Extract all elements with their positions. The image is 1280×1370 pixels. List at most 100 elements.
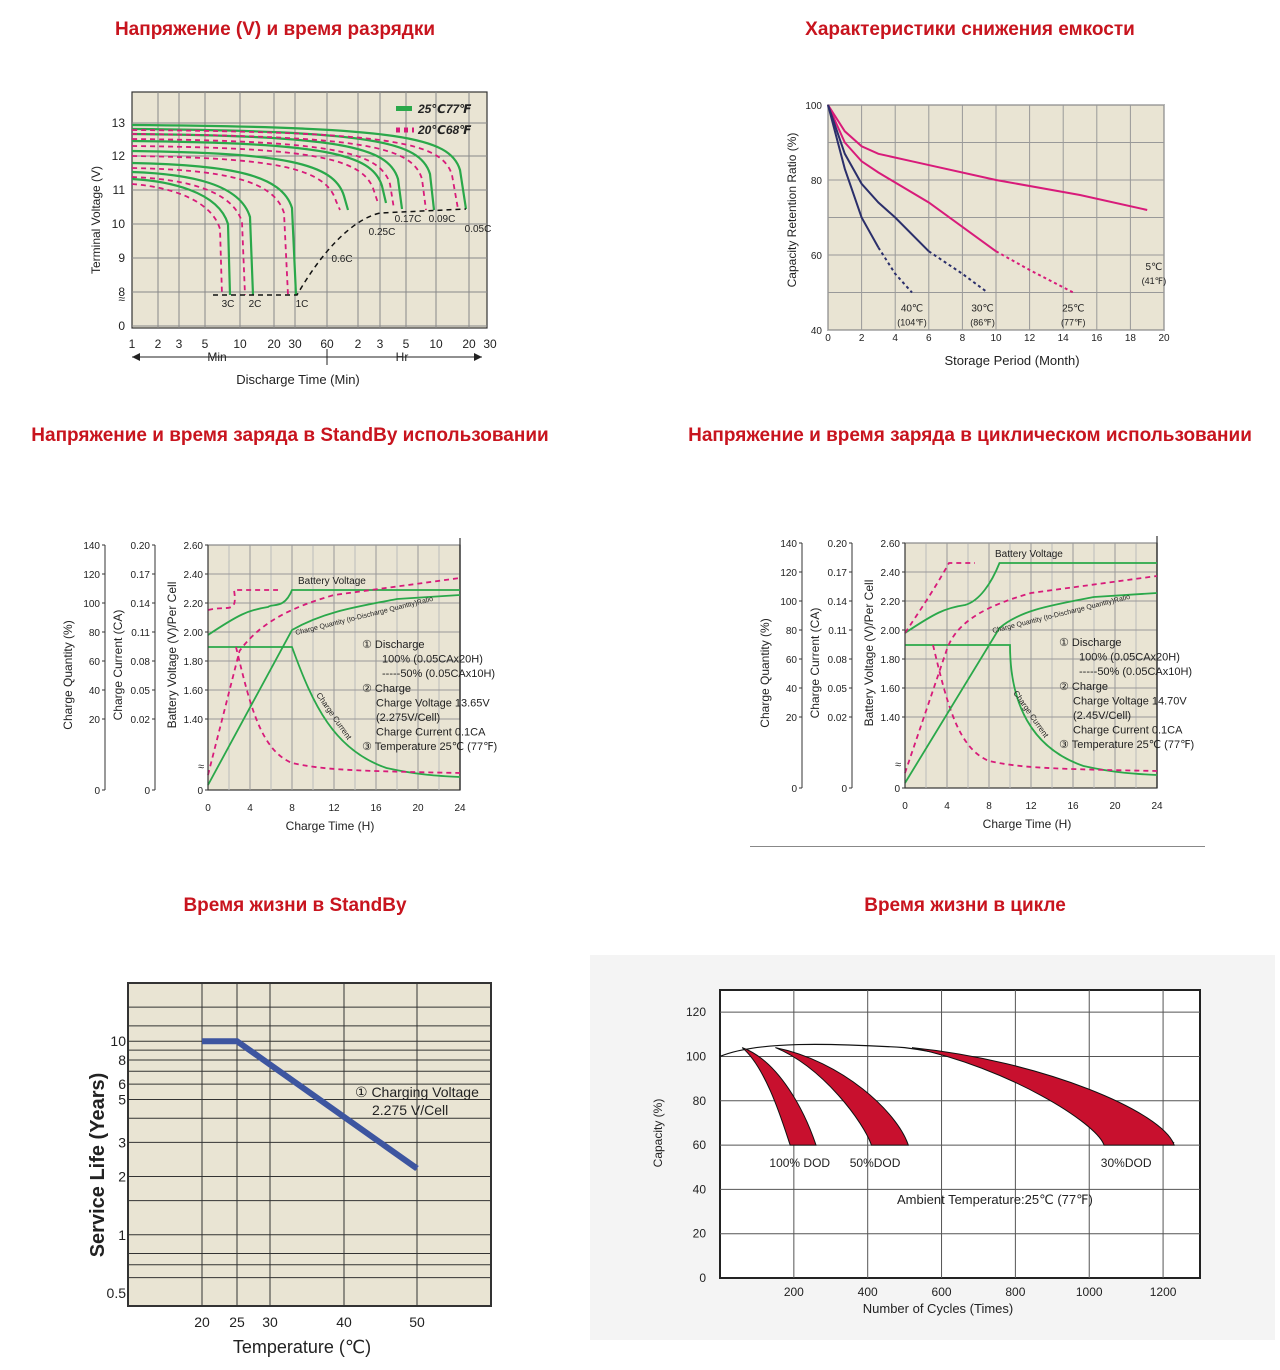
axis-break-icon: ≈ [198, 761, 204, 773]
y-tick-label: 0.08 [131, 657, 151, 668]
note-line: -----50% (0.05CAx10H) [382, 668, 495, 680]
retention-curve-projection [928, 250, 989, 294]
x-tick-label: 16 [370, 803, 382, 814]
discharge-curve-20c [131, 155, 341, 211]
y-tick-label: 10 [112, 217, 126, 231]
x-tick-label: 20 [412, 803, 424, 814]
y-tick-label: 100 [686, 1049, 706, 1063]
discharge-curve-20c [131, 176, 246, 296]
legend-20c: 20℃68℉ [417, 123, 471, 137]
series-label-f: (104℉) [897, 317, 927, 327]
capacity-retention-chart: 100 80 60 40 0 2 4 6 8 10 12 14 16 18 20 Capacity Ret… [785, 101, 1170, 368]
x-tick-label: 1 [129, 337, 136, 351]
note-line: Charge Current 0.1CA [1073, 725, 1183, 737]
y-tick-label: 120 [780, 568, 797, 579]
x-tick-label: 20 [194, 1314, 210, 1330]
charge-quantity-curve-50 [207, 577, 461, 776]
hr-unit-label: Hr [396, 350, 409, 364]
y-tick-label: 40 [693, 1182, 707, 1196]
x-tick-label: 0 [825, 333, 831, 344]
discharge-curve-25c [131, 149, 350, 211]
dod-label: 50%DOD [850, 1156, 901, 1170]
x-tick-label: 600 [932, 1285, 952, 1299]
x-axis-label: Number of Cycles (Times) [863, 1301, 1013, 1316]
y-tick-label: 0 [94, 786, 100, 797]
note-line: 100% (0.05CAx20H) [1079, 652, 1180, 664]
note-line: (2.45V/Cell) [1073, 710, 1131, 722]
y-tick-label: 100 [805, 101, 822, 112]
annotation-line-1: ① Charging Voltage [355, 1084, 479, 1100]
note-line: Charge Voltage 13.65V [376, 697, 490, 709]
note-line: ② Charge [1059, 681, 1108, 693]
plot-area [131, 91, 488, 329]
rate-label: 2C [249, 299, 262, 310]
series-label-f: (86℉) [970, 317, 995, 327]
dod-band [741, 1047, 817, 1146]
x-tick-label: 4 [944, 801, 950, 812]
x-tick-label: 8 [960, 333, 966, 344]
y-axis-label: Capacity (%) [651, 1099, 665, 1168]
y-axis-label: Service Life (Years) [87, 1073, 109, 1258]
discharge-curve-20c [131, 183, 223, 296]
discharge-curve-25c [131, 127, 436, 211]
title-cyclic-charge: Напряжение и время заряда в циклическом … [688, 425, 1252, 446]
y-tick-label: 0.17 [131, 570, 151, 581]
y-axis-label: Charge Current (CA) [808, 608, 822, 719]
y-tick-label: 0 [894, 784, 900, 795]
series-label-f: (77℉) [1061, 317, 1086, 327]
charge-quantity-curve [207, 594, 461, 786]
x-tick-label: 20 [1109, 801, 1121, 812]
y-tick-label: 2.60 [881, 539, 901, 550]
discharge-curve-25c [131, 139, 388, 204]
y-tick-label: 0 [841, 784, 847, 795]
discharge-curve-25c [131, 123, 468, 210]
y-tick-label: 1.60 [881, 684, 901, 695]
charge-current-curve [208, 646, 461, 778]
y-tick-label: 0.17 [828, 568, 848, 579]
y-tick-label: 2 [118, 1169, 126, 1185]
y-tick-label: 0 [699, 1271, 706, 1285]
x-axis-label: Temperature (℃) [233, 1337, 371, 1357]
x-tick-label: 24 [1151, 801, 1163, 812]
x-tick-label: 3 [377, 337, 384, 351]
y-tick-label: 1.60 [184, 686, 204, 697]
x-tick-label: 8 [986, 801, 992, 812]
series-label: 30℃ [971, 303, 993, 314]
x-axis-label: Charge Time (H) [983, 817, 1072, 831]
x-tick-label: 30 [262, 1314, 278, 1330]
retention-curve-projection [877, 246, 913, 294]
x-tick-label: 60 [320, 337, 334, 351]
y-tick-label: 8 [118, 1052, 126, 1068]
y-tick-label: 0.5 [107, 1285, 127, 1301]
axis-break-icon: ≈ [118, 292, 125, 306]
y-tick-label: 2.40 [881, 568, 901, 579]
x-tick-label: 3 [176, 337, 183, 351]
y-tick-label: 60 [786, 655, 798, 666]
x-tick-label: 18 [1125, 333, 1137, 344]
charge-current-curve [905, 644, 1158, 776]
retention-curve [827, 104, 1148, 211]
note-line: ③ Temperature 25℃ (77℉) [1059, 739, 1194, 751]
x-tick-label: 4 [247, 803, 253, 814]
y-tick-label: 8 [118, 285, 125, 299]
x-tick-label: 12 [1024, 333, 1036, 344]
rate-label: 0.6C [331, 254, 352, 265]
retention-curve [827, 104, 997, 253]
y-tick-label: 2.20 [881, 597, 901, 608]
y-tick-label: 0.08 [828, 655, 848, 666]
x-tick-label: 30 [483, 337, 497, 351]
charge-quantity-curve-50 [904, 575, 1158, 774]
x-tick-label: 30 [288, 337, 302, 351]
y-axis-label: Charge Quantity (%) [758, 618, 772, 727]
cyclic-charge-chart: 1401201008060402000.200.170.140.110.080.… [758, 536, 1194, 831]
y-axis-label: Charge Current (CA) [111, 610, 125, 721]
service-life-line [202, 1038, 419, 1171]
y-tick-label: 0 [791, 784, 797, 795]
axis-break-icon: ≈ [895, 759, 901, 771]
y-tick-label: 0.02 [828, 713, 848, 724]
x-tick-label: 10 [233, 337, 247, 351]
x-tick-label: 10 [429, 337, 443, 351]
x-axis-label: Storage Period (Month) [944, 353, 1079, 368]
x-tick-label: 2 [355, 337, 362, 351]
